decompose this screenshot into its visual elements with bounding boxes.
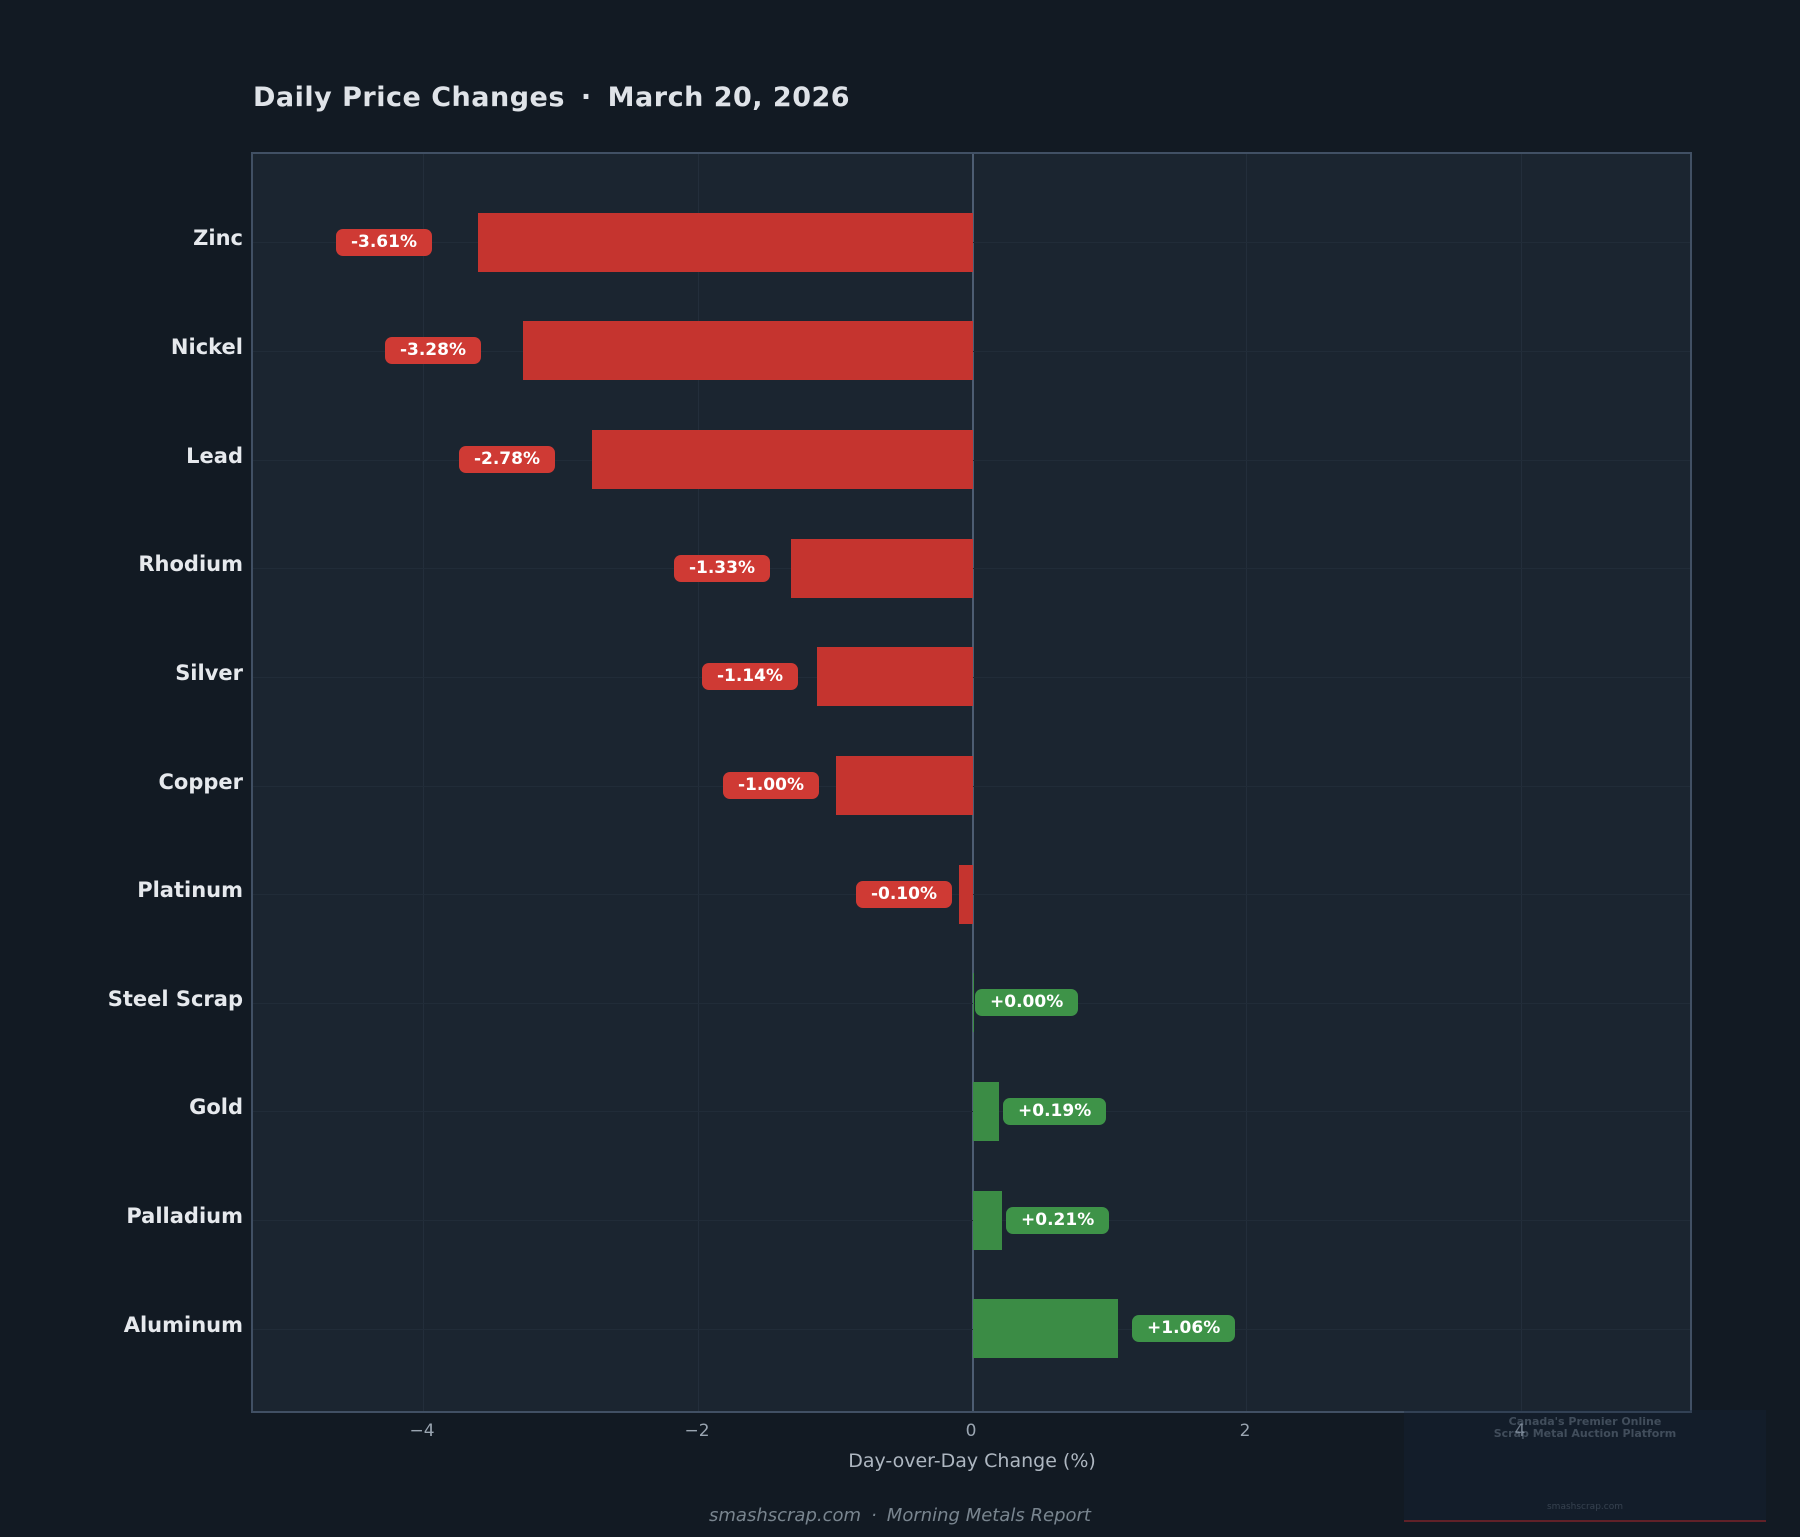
chart-title-separator: ·: [580, 82, 592, 113]
bar-silver: [817, 647, 973, 706]
value-badge-lead: -2.78%: [458, 446, 555, 473]
bar-rhodium: [791, 539, 973, 598]
gridline-y-gold: [253, 1111, 1690, 1112]
chart-title-text: Daily Price Changes: [253, 82, 565, 113]
bar-lead: [592, 430, 973, 489]
category-label-gold: Gold: [189, 1095, 243, 1119]
category-label-platinum: Platinum: [137, 878, 243, 902]
plot-area: -3.61% -3.28% -2.78% -1.33% -1.14% -1.00% -0.1…: [251, 152, 1692, 1413]
x-tick-−4: −4: [409, 1421, 435, 1441]
bar-zinc: [478, 213, 973, 272]
footer-separator: ·: [871, 1505, 877, 1526]
category-label-zinc: Zinc: [193, 226, 243, 250]
value-badge-aluminum: +1.06%: [1132, 1315, 1236, 1342]
chart-title: Daily Price Changes · March 20, 2026: [253, 82, 850, 113]
x-tick-4: 4: [1514, 1421, 1526, 1441]
footer-report: Morning Metals Report: [886, 1505, 1091, 1526]
value-badge-gold: +0.19%: [1003, 1098, 1107, 1125]
x-axis-title: Day-over-Day Change (%): [848, 1450, 1096, 1472]
value-badge-steel-scrap: +0.00%: [975, 989, 1079, 1016]
value-badge-rhodium: -1.33%: [673, 555, 770, 582]
bar-palladium: [973, 1191, 1002, 1250]
category-label-aluminum: Aluminum: [123, 1313, 243, 1337]
bar-platinum: [959, 865, 973, 924]
value-badge-platinum: -0.10%: [855, 881, 952, 908]
brand-watermark: Canada's Premier Online Scrap Metal Auct…: [1404, 1410, 1766, 1522]
bar-steel-scrap: [973, 973, 974, 1032]
x-tick-0: 0: [965, 1421, 977, 1441]
category-label-steel-scrap: Steel Scrap: [107, 987, 243, 1011]
bar-gold: [973, 1082, 999, 1141]
bar-copper: [836, 756, 973, 815]
category-label-rhodium: Rhodium: [138, 552, 243, 576]
value-badge-copper: -1.00%: [722, 772, 819, 799]
category-label-nickel: Nickel: [170, 335, 243, 359]
value-badge-palladium: +0.21%: [1006, 1207, 1110, 1234]
gridline-y-palladium: [253, 1220, 1690, 1221]
value-badge-zinc: -3.61%: [335, 229, 432, 256]
category-label-silver: Silver: [175, 661, 243, 685]
watermark-line-2: Scrap Metal Auction Platform: [1493, 1427, 1677, 1440]
category-label-palladium: Palladium: [126, 1204, 243, 1228]
gridline-x-−4: [423, 154, 425, 1411]
gridline-y-steel-scrap: [253, 1003, 1690, 1004]
value-badge-nickel: -3.28%: [384, 337, 481, 364]
watermark-site: smashscrap.com: [1546, 1502, 1623, 1512]
x-tick-2: 2: [1239, 1421, 1251, 1441]
category-label-copper: Copper: [158, 770, 243, 794]
gridline-y-aluminum: [253, 1329, 1690, 1330]
value-badge-silver: -1.14%: [701, 663, 798, 690]
bar-aluminum: [973, 1299, 1118, 1358]
x-tick-−2: −2: [684, 1421, 710, 1441]
category-label-lead: Lead: [186, 444, 243, 468]
gridline-x-2: [1246, 154, 1248, 1411]
bar-nickel: [523, 321, 973, 380]
gridline-x-−2: [697, 154, 699, 1411]
watermark-line-1: Canada's Premier Online: [1508, 1415, 1662, 1428]
chart-date: March 20, 2026: [607, 82, 851, 113]
zero-baseline: [972, 154, 974, 1411]
gridline-x-4: [1520, 154, 1522, 1411]
footer-site: smashscrap.com: [709, 1505, 862, 1526]
footer-credit: smashscrap.com · Morning Metals Report: [709, 1505, 1091, 1526]
